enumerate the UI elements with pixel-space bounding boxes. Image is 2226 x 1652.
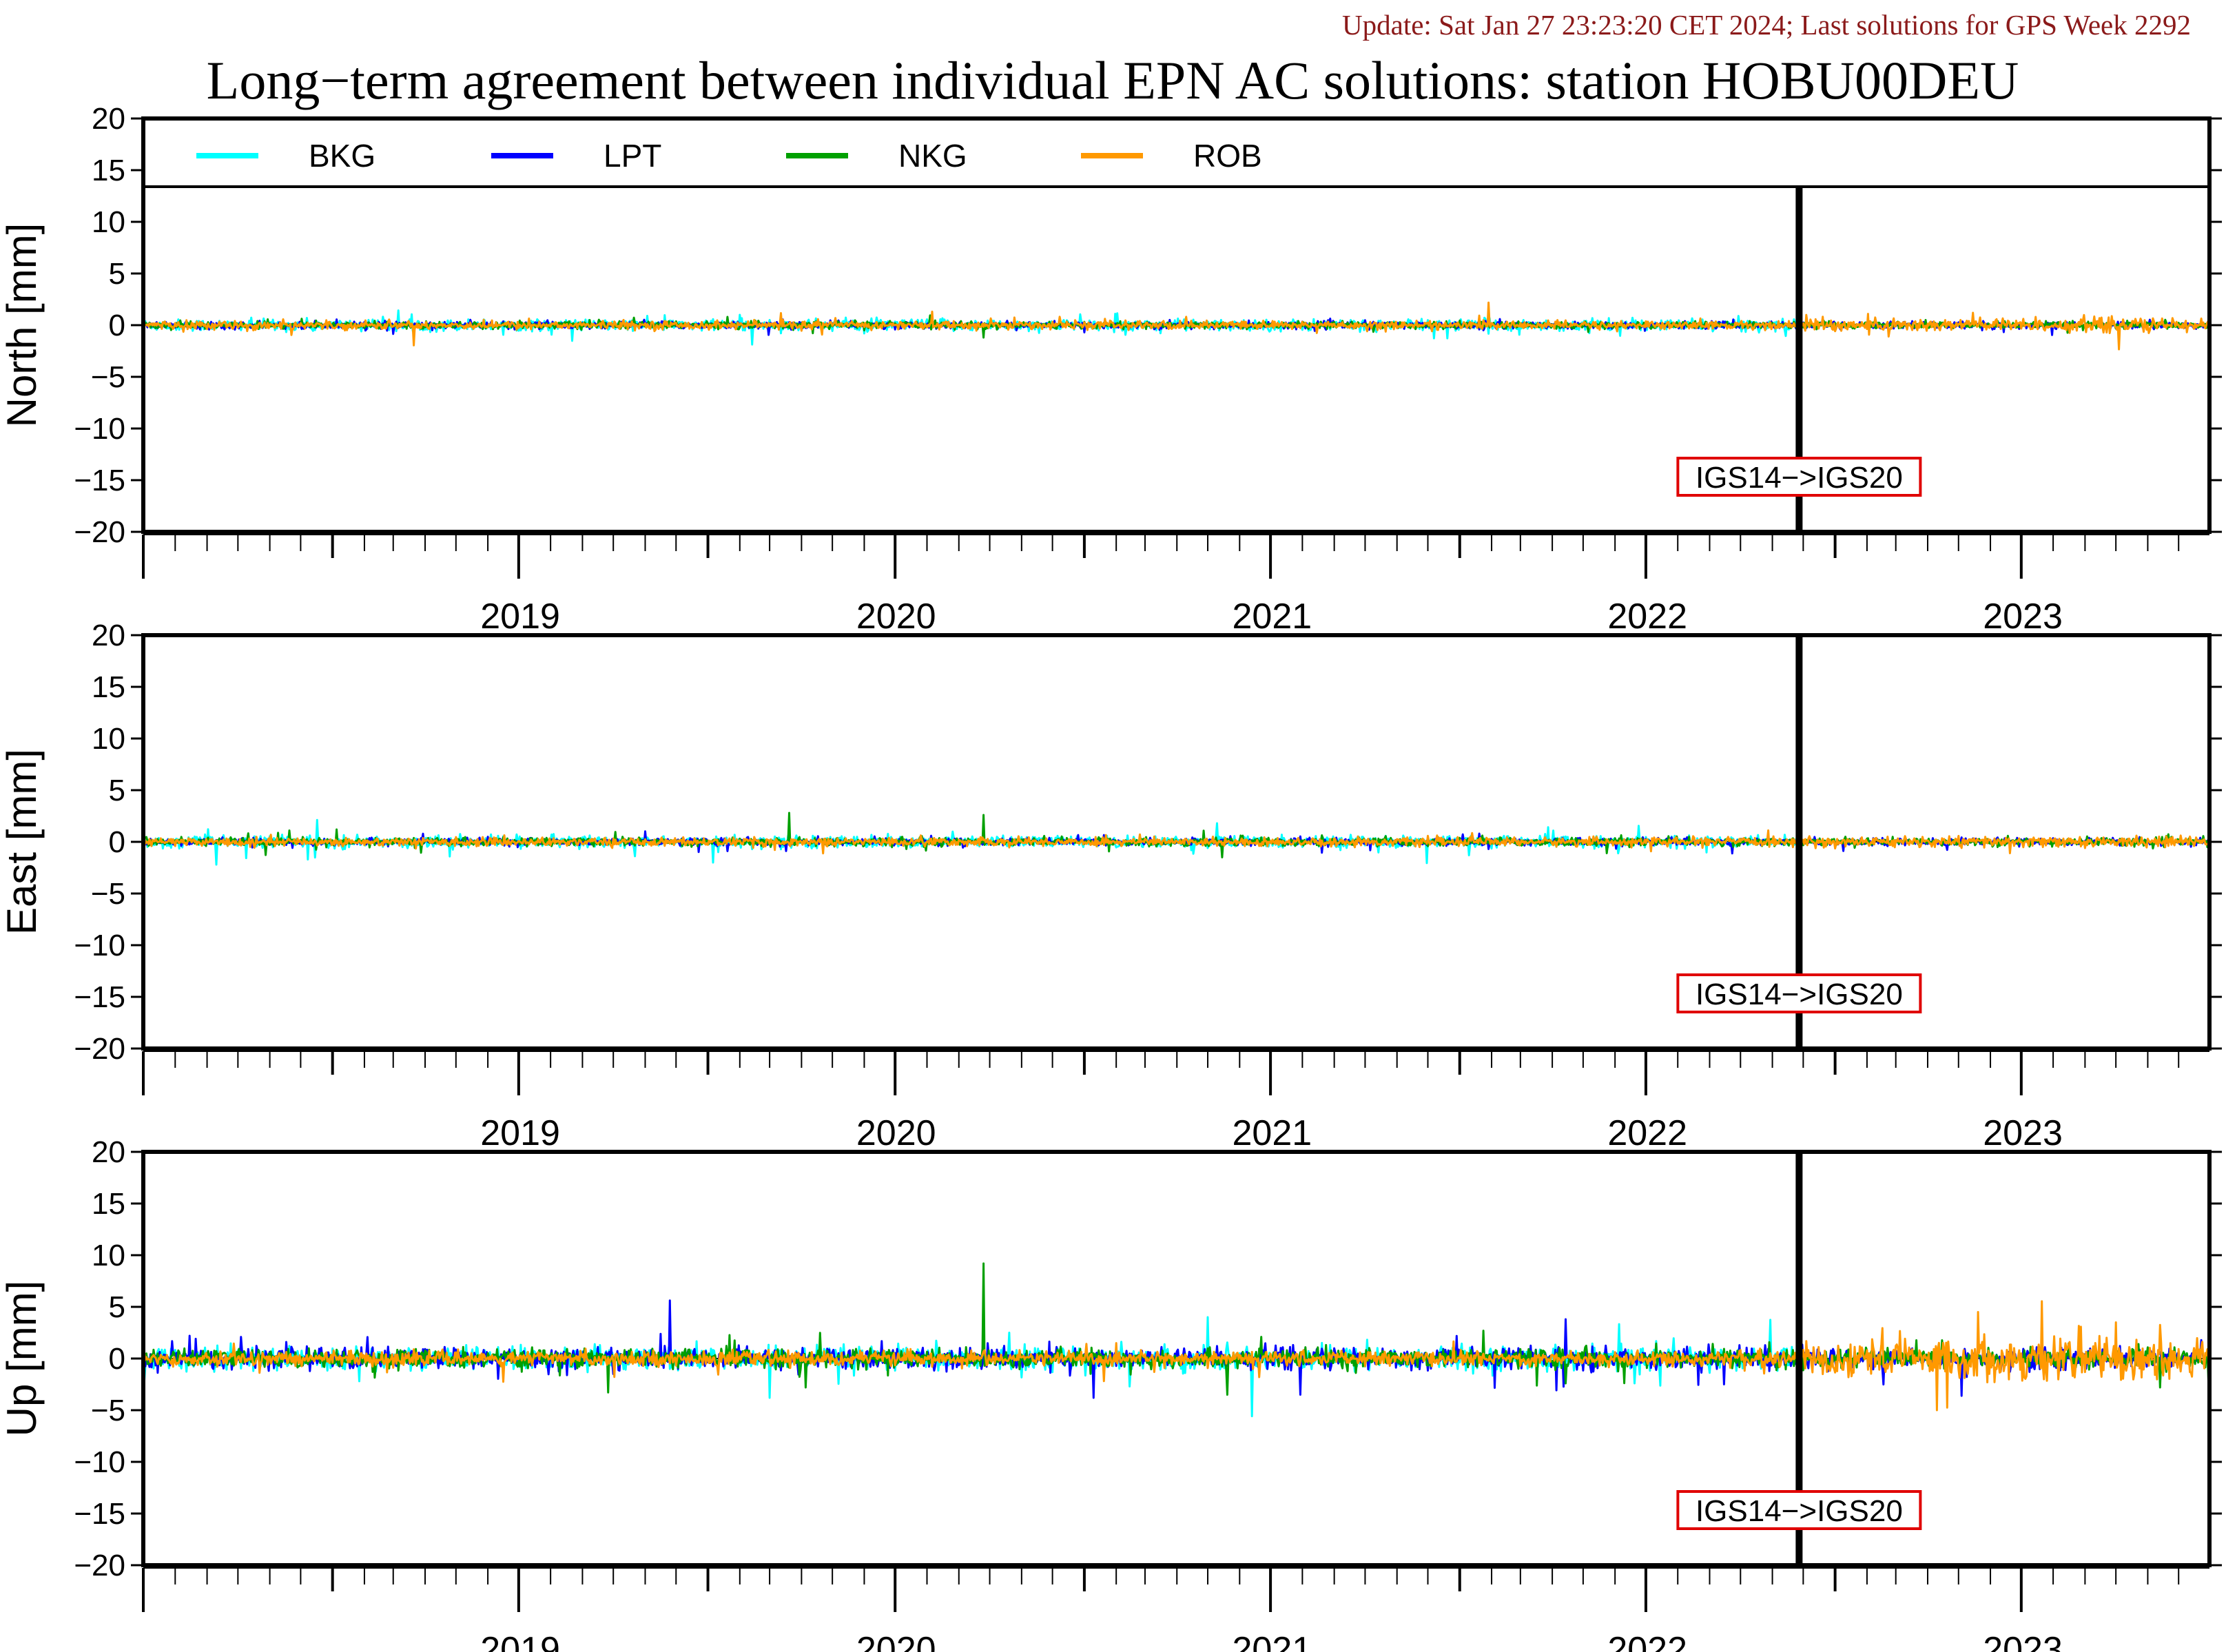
y-tick-label: 20 [92,102,125,136]
x-tick-label: 2019 [480,597,560,637]
x-tick-label: 2022 [1607,1113,1687,1153]
panel-up: 20 15 10 5 0 −5 −10 −15 −20 Up [mm] 2019 2020 2021 20… [0,1135,2222,1652]
y-tick-label: −10 [74,1445,125,1479]
x-tick-label: 2020 [856,597,936,637]
y-tick-label: 5 [109,257,125,291]
y-tick-label: −5 [91,360,125,394]
y-tick-label: 0 [109,1342,125,1376]
y-tick-label: −20 [74,1549,125,1582]
frame-change-box [1676,457,1922,497]
legend-label-nkg: NKG [898,138,967,174]
y-tick-label: −20 [74,515,125,549]
x-tick-label: 2023 [1983,597,2063,637]
y-tick-label: 5 [109,774,125,807]
y-tick-label: 10 [92,1239,125,1272]
x-tick-label: 2019 [480,1630,560,1652]
x-tick-label: 2021 [1232,1630,1312,1652]
y-tick-label: 15 [92,670,125,704]
y-tick-label: 15 [92,154,125,187]
legend-label-bkg: BKG [309,138,375,174]
series-group [143,812,2209,866]
y-axis-label: East [mm] [0,749,45,935]
y-axis-label: North [mm] [0,223,45,428]
x-tick-label: 2022 [1607,597,1687,637]
series-line-rob [143,829,2209,855]
y-tick-label: 0 [109,825,125,859]
y-tick-label: −15 [74,464,125,497]
x-tick-label: 2023 [1983,1630,2063,1652]
x-tick-label: 2020 [856,1630,936,1652]
y-tick-label: −5 [91,877,125,911]
x-tick-label: 2020 [856,1113,936,1153]
y-tick-label: 15 [92,1187,125,1221]
panel-frame-top [141,116,2212,534]
x-tick-label: 2023 [1983,1113,2063,1153]
series-line-nkg [143,1262,2209,1396]
x-tick-label: 2019 [480,1113,560,1153]
y-tick-label: −10 [74,929,125,962]
y-tick-label: −5 [91,1394,125,1427]
update-stamp: Update: Sat Jan 27 23:23:20 CET 2024; La… [1342,9,2191,41]
series-group [143,301,2209,351]
y-tick-label: 20 [92,1135,125,1169]
y-tick-label: 5 [109,1290,125,1324]
y-tick-label: 10 [92,205,125,239]
chart-title: Long−term agreement between individual E… [207,50,2019,110]
x-tick-label: 2021 [1232,1113,1312,1153]
frame-change-label: IGS14−>IGS20 [1696,461,1903,495]
y-tick-label: 10 [92,722,125,756]
y-tick-label: 0 [109,309,125,342]
panel-frame [141,633,2212,1051]
x-tick-label: 2021 [1232,597,1312,637]
y-tick-label: −15 [74,980,125,1014]
panel-east: 20 15 10 5 0 −5 −10 −15 −20 East [mm] 2019 2020 2021… [0,619,2222,1153]
y-tick-label: −10 [74,412,125,446]
series-line-rob [143,301,2209,351]
panel-frame [141,1150,2212,1567]
series-line-rob [143,1300,2209,1412]
legend-background [143,118,2209,187]
x-tick-label: 2022 [1607,1630,1687,1652]
y-tick-label: −15 [74,1497,125,1531]
y-tick-label: 20 [92,619,125,652]
legend-label-lpt: LPT [604,138,661,174]
frame-change-label: IGS14−>IGS20 [1696,978,1903,1011]
frame-change-label: IGS14−>IGS20 [1696,1494,1903,1528]
series-line-nkg [143,812,2209,858]
frame-change-box [1676,1490,1922,1530]
series-group [143,1262,2209,1418]
y-axis-label: Up [mm] [0,1281,45,1437]
y-tick-label: −20 [74,1032,125,1066]
frame-change-box [1676,973,1922,1013]
legend-label-rob: ROB [1193,138,1262,174]
panel-north: 20 15 10 5 0 −5 −10 −15 −20 North [mm] 2019 2020 202… [0,102,2222,637]
